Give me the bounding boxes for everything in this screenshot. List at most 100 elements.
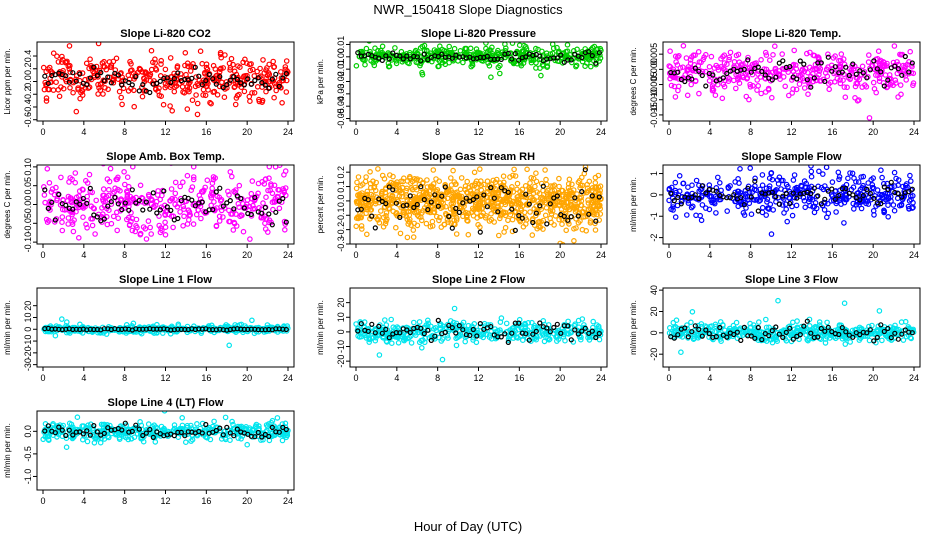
data-point — [43, 95, 50, 101]
data-point — [906, 206, 912, 212]
data-point — [72, 170, 79, 176]
data-point — [706, 72, 713, 79]
x-tick-label: 0 — [40, 250, 45, 260]
data-point — [103, 66, 110, 73]
data-point — [881, 207, 887, 214]
x-tick-label: 24 — [283, 127, 293, 137]
data-point — [483, 42, 489, 46]
y-tick-label: -2 — [649, 234, 659, 242]
data-point — [269, 190, 276, 197]
data-point — [577, 182, 584, 189]
data-point-reference — [558, 330, 564, 336]
data-point — [77, 77, 83, 84]
data-point — [190, 174, 197, 180]
data-point-reference — [871, 195, 877, 201]
data-point — [859, 185, 865, 191]
data-point-reference — [407, 329, 413, 336]
data-point — [793, 184, 800, 191]
data-point-reference — [77, 201, 83, 207]
data-point — [597, 211, 604, 217]
data-point-reference — [231, 206, 237, 212]
data-point — [592, 227, 599, 233]
data-point-reference — [449, 55, 455, 61]
data-point — [908, 196, 914, 203]
data-point — [493, 176, 500, 183]
data-point-reference — [217, 74, 223, 80]
data-point-reference — [530, 331, 536, 337]
data-point — [871, 330, 878, 337]
data-point — [249, 90, 255, 96]
data-point — [794, 327, 800, 334]
y-axis: -0.10-0.050.000.050.10 — [23, 158, 37, 252]
data-point — [875, 48, 882, 55]
data-point — [547, 215, 554, 222]
data-point — [514, 180, 521, 187]
y-tick-label: 0.00 — [23, 196, 33, 214]
data-point-reference — [724, 70, 730, 77]
data-point — [53, 270, 57, 274]
data-point — [99, 205, 105, 211]
data-point — [443, 203, 449, 210]
data-point — [40, 64, 47, 71]
data-point — [754, 77, 761, 83]
data-point — [250, 206, 257, 212]
data-point — [355, 174, 362, 180]
data-point-reference — [586, 330, 592, 336]
y-tick-label: -10 — [336, 340, 346, 353]
x-tick-label: 12 — [160, 127, 170, 137]
data-point-reference — [276, 83, 282, 90]
x-tick-label: 12 — [473, 373, 483, 383]
data-point — [907, 48, 914, 55]
data-point-reference — [537, 320, 543, 326]
data-point — [406, 155, 410, 159]
data-point — [759, 204, 766, 211]
data-point-reference — [56, 191, 62, 198]
data-point-reference — [453, 330, 459, 336]
data-point — [868, 196, 874, 203]
data-point — [724, 208, 731, 214]
x-tick-label: 4 — [81, 250, 86, 260]
data-point — [706, 193, 713, 200]
data-point — [489, 44, 495, 51]
data-point — [805, 337, 811, 344]
data-point — [793, 202, 800, 209]
data-point — [177, 209, 183, 215]
data-point — [506, 334, 512, 340]
data-point — [437, 326, 444, 333]
data-point — [108, 220, 115, 227]
data-point — [378, 195, 385, 202]
data-point — [153, 198, 160, 205]
data-point — [684, 92, 691, 99]
data-point — [829, 179, 836, 185]
data-point-reference — [63, 202, 69, 208]
data-point — [167, 198, 174, 204]
data-point-reference — [593, 60, 599, 66]
data-point — [167, 103, 173, 109]
data-point-reference — [839, 69, 845, 75]
data-point — [388, 340, 395, 347]
data-point — [672, 36, 676, 40]
data-point — [796, 81, 803, 87]
data-point-reference — [460, 327, 466, 333]
data-point — [66, 63, 73, 69]
data-point — [363, 201, 369, 207]
data-point — [890, 202, 897, 208]
data-point — [768, 231, 775, 237]
data-point-reference — [860, 70, 866, 76]
data-point — [675, 87, 681, 94]
data-point — [392, 224, 399, 231]
data-point — [143, 70, 149, 76]
data-point — [256, 98, 263, 105]
data-point — [362, 165, 365, 166]
data-point — [733, 319, 740, 326]
data-point — [163, 209, 169, 215]
data-point — [406, 49, 413, 56]
data-point-reference — [748, 69, 754, 75]
data-point — [41, 192, 48, 198]
data-point-reference — [512, 50, 518, 57]
data-point — [685, 200, 692, 206]
data-point — [672, 187, 679, 194]
y-tick-label: 0.000 — [649, 58, 659, 81]
data-point-reference — [129, 82, 135, 88]
data-point — [279, 100, 285, 106]
